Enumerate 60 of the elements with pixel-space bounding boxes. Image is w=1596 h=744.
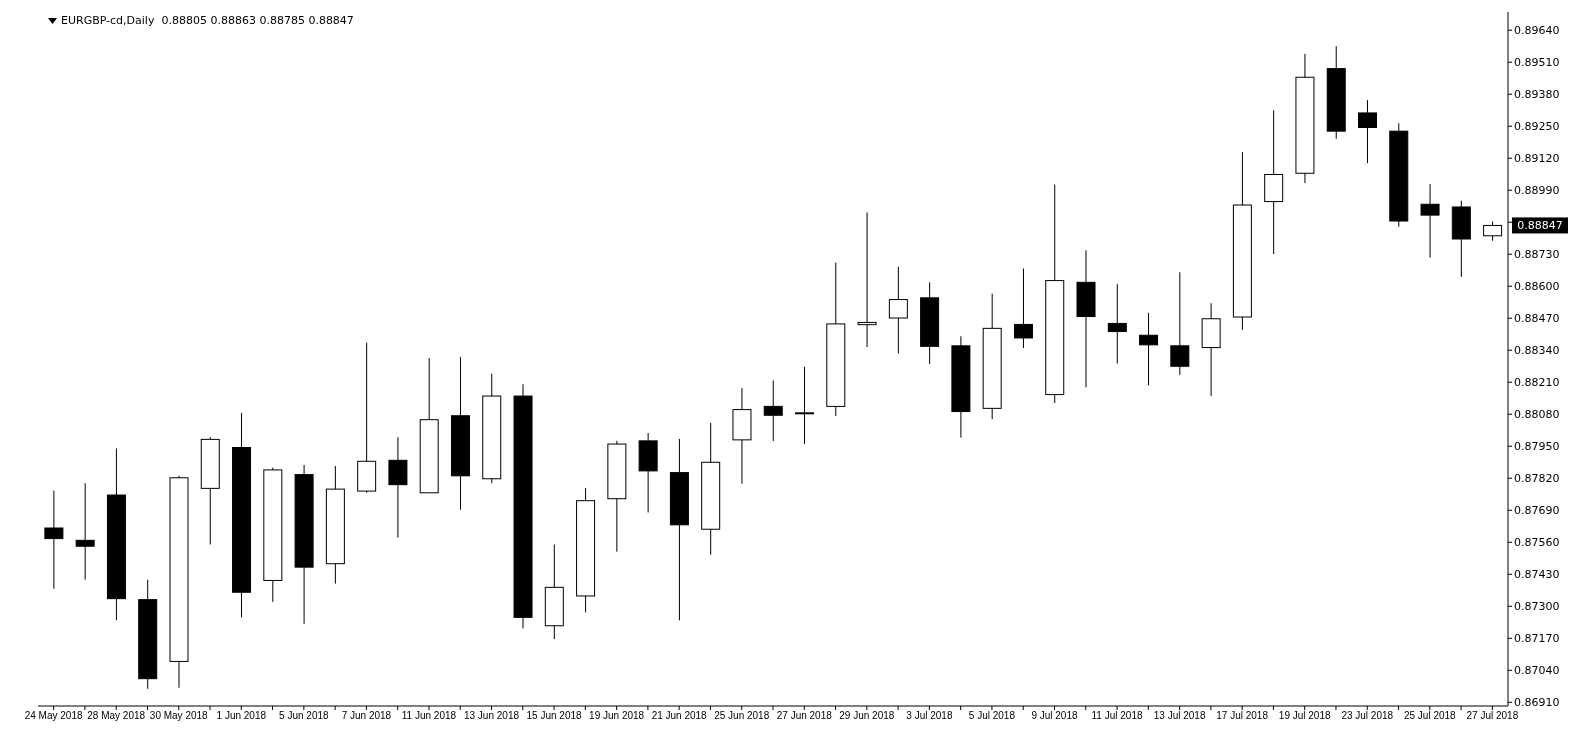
y-tick-label: 0.87950 (1514, 440, 1560, 454)
x-tick-label: 30 May 2018 (149, 710, 209, 722)
y-tick-label: 0.88340 (1514, 344, 1560, 358)
x-tick-label: 23 Jul 2018 (1341, 710, 1394, 722)
y-tick-label: 0.89120 (1514, 152, 1560, 166)
y-tick-label: 0.87430 (1514, 568, 1560, 582)
x-tick-label: 24 May 2018 (24, 710, 83, 722)
x-tick-label: 21 Jun 2018 (651, 710, 708, 722)
candlestick (795, 366, 815, 445)
x-tick-label: 29 Jun 2018 (839, 710, 895, 722)
y-tick-label: 0.87170 (1514, 632, 1560, 646)
candlestick (1139, 312, 1159, 386)
x-tick-label: 19 Jul 2018 (1278, 710, 1331, 722)
y-tick-label: 0.89380 (1514, 88, 1560, 102)
text: 0.88847 (1517, 219, 1563, 233)
x-tick-label: 17 Jul 2018 (1216, 710, 1269, 722)
y-tick-label: 0.88470 (1514, 312, 1560, 326)
y-tick-label: 0.87560 (1514, 536, 1560, 550)
candlestick (888, 266, 908, 354)
y-tick-label: 0.87690 (1514, 504, 1560, 518)
x-tick-label: 11 Jun 2018 (401, 710, 457, 722)
y-tick-label: 0.86910 (1514, 696, 1560, 710)
candlestick (1170, 271, 1190, 376)
x-tick-label: 3 Jul 2018 (906, 710, 953, 722)
candlestick (75, 482, 95, 581)
chart-title: EURGBP-cd,Daily 0.88805 0.88863 0.88785 0.88847 (61, 14, 354, 27)
candlestick (857, 211, 877, 348)
x-tick-label: 15 Jun 2018 (526, 710, 583, 722)
x-tick-label: 5 Jun 2018 (279, 710, 330, 722)
y-tick-label: 0.89640 (1514, 24, 1560, 38)
candlestick (763, 380, 783, 442)
candlestick (1483, 221, 1503, 242)
y-tick-label: 0.88080 (1514, 408, 1560, 422)
candlestick (1420, 183, 1440, 259)
y-tick-label: 0.88730 (1514, 248, 1560, 262)
candlestick (1107, 283, 1127, 365)
y-tick-label: 0.88990 (1514, 184, 1560, 198)
x-tick-label: 27 Jul 2018 (1466, 710, 1519, 722)
y-tick-label: 0.87820 (1514, 472, 1560, 486)
x-tick-label: 13 Jul 2018 (1153, 710, 1206, 722)
y-tick-label: 0.89250 (1514, 120, 1560, 134)
x-tick-label: 28 May 2018 (87, 710, 146, 722)
x-tick-label: 9 Jul 2018 (1031, 710, 1078, 722)
y-tick-label: 0.88210 (1514, 376, 1560, 390)
x-tick-label: 19 Jun 2018 (589, 710, 645, 722)
y-tick-label: 0.88600 (1514, 280, 1560, 294)
y-tick-label: 0.87040 (1514, 664, 1560, 678)
candlestick (44, 490, 64, 590)
x-tick-label: 1 Jun 2018 (216, 710, 267, 722)
x-tick-label: 27 Jun 2018 (776, 710, 833, 722)
x-tick-label: 5 Jul 2018 (968, 710, 1016, 722)
x-tick-label: 25 Jul 2018 (1403, 710, 1457, 722)
x-tick-label: 7 Jun 2018 (341, 710, 392, 722)
y-tick-label: 0.87300 (1514, 600, 1560, 614)
y-tick-label: 0.89510 (1514, 56, 1560, 70)
candlestick (1013, 268, 1033, 349)
x-tick-label: 25 Jun 2018 (714, 710, 770, 722)
x-tick-label: 13 Jun 2018 (463, 710, 520, 722)
candlestick (1358, 99, 1377, 164)
x-tick-label: 11 Jul 2018 (1091, 710, 1143, 722)
